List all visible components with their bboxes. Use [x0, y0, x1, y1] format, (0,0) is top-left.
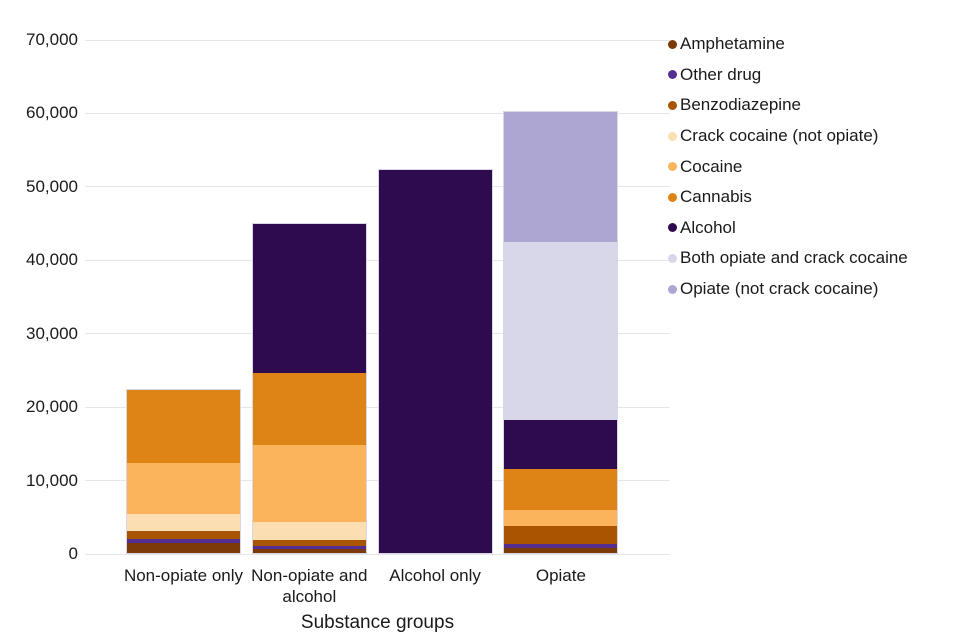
y-tick-label-0: 0 [68, 544, 78, 563]
segment-non-opiate-only-benzodiazepine [127, 531, 240, 540]
x-tick-label-non-opiate-only: Non-opiate only [123, 566, 244, 585]
y-tick-label-50000: 50,000 [26, 176, 78, 196]
legend-item-cannabis: Cannabis [668, 182, 908, 213]
segment-alcohol-only-alcohol [378, 170, 492, 553]
legend-dot-benzodiazepine [668, 100, 677, 110]
legend-item-amphetamine: Amphetamine [668, 29, 908, 60]
plot-area [85, 39, 670, 555]
segment-non-opiate-and-alcohol-benzodiazepine [252, 539, 366, 546]
legend-label-other-drug: Other drug [680, 64, 762, 84]
segment-non-opiate-only-cocaine [127, 462, 240, 515]
bar-alcohol-only [377, 169, 493, 554]
y-tick-label-20000: 20,000 [26, 397, 78, 417]
legend-label-cocaine: Cocaine [680, 156, 743, 176]
gridline-60000 [85, 112, 670, 114]
segment-non-opiate-and-alcohol-crack-cocaine-not-opiate [252, 522, 366, 540]
legend-dot-amphetamine [668, 39, 677, 49]
gridline-10000 [85, 480, 670, 482]
segment-opiate-other-drug [504, 543, 618, 549]
legend-label-benzodiazepine: Benzodiazepine [680, 95, 801, 115]
segment-non-opiate-only-other-drug [127, 539, 240, 544]
gridline-50000 [85, 186, 670, 188]
segment-non-opiate-and-alcohol-cannabis [252, 372, 366, 446]
legend-dot-crack-cocaine-not-opiate [668, 131, 677, 141]
y-tick-label-40000: 40,000 [26, 250, 78, 270]
segment-opiate-both-opiate-and-crack-cocaine [504, 241, 618, 421]
x-tick-label-alcohol-only: Alcohol only [389, 566, 481, 585]
x-tick-label-opiate: Opiate [535, 566, 586, 585]
y-tick-label-70000: 70,000 [26, 30, 78, 49]
legend-label-alcohol: Alcohol [680, 217, 736, 237]
gridline-30000 [85, 333, 670, 335]
segment-non-opiate-and-alcohol-other-drug [252, 545, 366, 549]
bar-non-opiate-only [126, 388, 241, 554]
legend: Amphetamine Other drug Benzodiazepine Crack… [668, 29, 908, 304]
legend-item-opiate-not-crack-cocaine: Opiate (not crack cocaine) [668, 274, 908, 305]
legend-dot-cocaine [668, 162, 677, 172]
bar-opiate [503, 111, 619, 554]
legend-dot-both-opiate-and-crack-cocaine [668, 253, 677, 263]
segment-opiate-amphetamine [504, 548, 618, 553]
segment-non-opiate-and-alcohol-alcohol [252, 223, 366, 373]
legend-item-cocaine: Cocaine [668, 151, 908, 182]
gridline-20000 [85, 406, 670, 408]
legend-label-both-opiate-and-crack-cocaine: Both opiate and crack cocaine [680, 248, 908, 268]
legend-dot-alcohol [668, 223, 677, 233]
segment-opiate-alcohol [504, 420, 618, 470]
segment-non-opiate-and-alcohol-amphetamine [252, 549, 366, 553]
legend-label-crack-cocaine-not-opiate: Crack cocaine (not opiate) [680, 126, 879, 146]
segment-opiate-cannabis [504, 469, 618, 510]
segment-non-opiate-only-amphetamine [127, 543, 240, 553]
segment-non-opiate-only-crack-cocaine-not-opiate [127, 514, 240, 532]
segment-opiate-benzodiazepine [504, 525, 618, 544]
legend-dot-opiate-not-crack-cocaine [668, 284, 677, 294]
y-tick-label-10000: 10,000 [26, 470, 78, 490]
segment-non-opiate-only-cannabis [127, 389, 240, 463]
legend-dot-cannabis [668, 192, 677, 202]
gridline-40000 [85, 259, 670, 261]
segment-non-opiate-and-alcohol-cocaine [252, 445, 366, 523]
legend-label-cannabis: Cannabis [680, 187, 752, 207]
segment-opiate-opiate-not-crack-cocaine [504, 112, 618, 242]
legend-item-both-opiate-and-crack-cocaine: Both opiate and crack cocaine [668, 243, 908, 274]
legend-label-opiate-not-crack-cocaine: Opiate (not crack cocaine) [680, 279, 879, 299]
legend-label-amphetamine: Amphetamine [680, 34, 785, 54]
y-tick-label-60000: 60,000 [26, 103, 78, 123]
legend-item-other-drug: Other drug [668, 60, 908, 91]
segment-opiate-cocaine [504, 509, 618, 526]
x-axis-title: Substance groups [300, 612, 455, 633]
y-tick-label-30000: 30,000 [26, 323, 78, 343]
gridline-70000 [85, 39, 670, 41]
legend-item-alcohol: Alcohol [668, 213, 908, 244]
x-tick-label-non-opiate-and-alcohol: Non-opiate and alcohol [251, 566, 368, 606]
legend-item-benzodiazepine: Benzodiazepine [668, 90, 908, 121]
legend-dot-other-drug [668, 70, 677, 80]
bar-non-opiate-and-alcohol [251, 222, 367, 554]
legend-item-crack-cocaine-not-opiate: Crack cocaine (not opiate) [668, 121, 908, 152]
gridline-0 [85, 553, 670, 555]
